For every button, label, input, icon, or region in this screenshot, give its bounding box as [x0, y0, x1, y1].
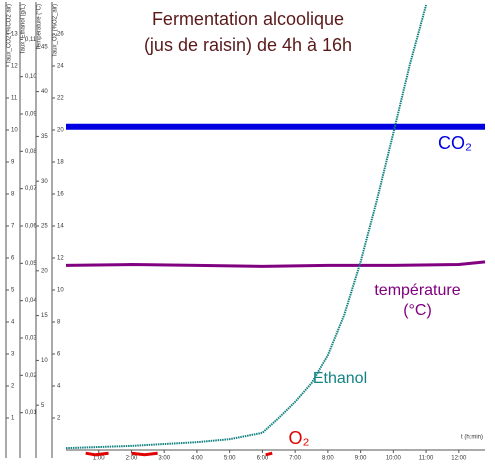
y-axis-title: Taux_Ethanol (g/L) — [21, 4, 27, 54]
y-tick-label: 5 — [11, 288, 15, 294]
y-tick-label: 40 — [41, 89, 48, 95]
y-tick-label: 0,11 — [25, 37, 37, 43]
y-tick-label: 7 — [11, 224, 15, 230]
y-tick-label: 24 — [57, 64, 64, 70]
y-tick-label: 0,05 — [25, 261, 37, 267]
y-tick-label: 10 — [11, 128, 18, 134]
y-tick-label: 6 — [11, 256, 15, 262]
y-tick-label: 6 — [57, 352, 61, 358]
x-tick-label: 2:00 — [126, 456, 138, 462]
y-tick-label: 2 — [11, 384, 15, 390]
y-tick-label: 30 — [41, 179, 48, 185]
y-tick-label: 1 — [11, 416, 15, 422]
y-tick-label: 14 — [57, 224, 64, 230]
y-tick-label: 11 — [11, 96, 18, 102]
y-tick-label: 18 — [57, 160, 64, 166]
x-tick-label: 4:00 — [191, 456, 203, 462]
y-tick-label: 3 — [11, 352, 15, 358]
chart-title: Fermentation alcoolique (jus de raisin) … — [143, 9, 353, 55]
y-tick-label: 8 — [57, 320, 61, 326]
y-tick-label: 0,09 — [25, 112, 37, 118]
y-tick-label: 5 — [41, 403, 45, 409]
series-label: Ethanol — [312, 369, 368, 387]
y-tick-label: 0,07 — [25, 186, 37, 192]
y-tick-label: 0,04 — [25, 298, 37, 304]
series-line — [65, 4, 428, 450]
x-tick-label: 1:00 — [93, 456, 105, 462]
y-tick-label: 4 — [57, 384, 61, 390]
x-tick-label: 7:00 — [289, 456, 301, 462]
y-tick-label: 12 — [11, 64, 18, 70]
y-tick-label: 25 — [41, 224, 48, 230]
y-tick-label: 0,06 — [25, 224, 37, 230]
y-tick-label: 4 — [11, 320, 15, 326]
y-axis-title: Taux_CO2 (%CO2 air) — [7, 4, 13, 64]
y-tick-label: 20 — [41, 268, 48, 274]
y-tick-label: 45 — [41, 44, 48, 50]
y-tick-label: 20 — [57, 128, 64, 134]
x-tick-label: 12:00 — [451, 456, 467, 462]
y-tick-label: 8 — [11, 192, 15, 198]
y-tick-label: 0,03 — [25, 336, 37, 342]
x-tick-label: 3:00 — [158, 456, 170, 462]
y-tick-label: 2 — [57, 416, 61, 422]
x-tick-label: 10:00 — [386, 456, 402, 462]
y-tick-label: 35 — [41, 134, 48, 140]
y-tick-label: 16 — [57, 192, 64, 198]
y-tick-label: 10 — [41, 358, 48, 364]
y-tick-label: 0,02 — [25, 373, 37, 379]
x-tick-label: 5:00 — [224, 456, 236, 462]
y-tick-label: 13 — [11, 32, 18, 38]
y-tick-label: 15 — [41, 313, 48, 319]
x-tick-label: 11:00 — [419, 456, 434, 462]
x-axis-title: t (h:min) — [461, 435, 483, 441]
x-tick-label: 6:00 — [257, 456, 269, 462]
y-tick-label: 26 — [57, 32, 64, 38]
series-line — [65, 260, 486, 268]
y-tick-label: 0,08 — [25, 149, 37, 155]
series-label: O₂ — [288, 428, 310, 449]
y-tick-label: 0,01 — [25, 410, 37, 416]
y-tick-label: 0,10 — [25, 74, 37, 80]
y-tick-label: 10 — [57, 288, 64, 294]
y-axis-title: Taux_O2 (%O2_air) — [53, 4, 59, 57]
x-tick-label: 9:00 — [355, 456, 367, 462]
series-label: CO₂ — [438, 133, 472, 154]
series-label: température (°C) — [374, 281, 461, 319]
y-tick-label: 12 — [57, 256, 64, 262]
series-line — [85, 451, 273, 457]
y-axis-title: Température (°C) — [37, 4, 43, 50]
x-tick-label: 8:00 — [322, 456, 334, 462]
y-tick-label: 22 — [57, 96, 64, 102]
y-tick-label: 9 — [11, 160, 15, 166]
